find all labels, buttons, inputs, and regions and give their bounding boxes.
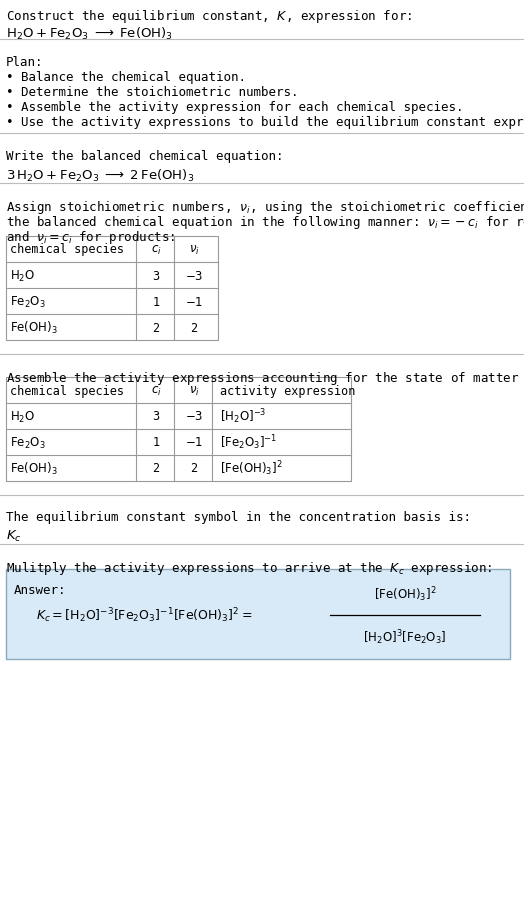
Text: $\mathrm{H_2O}$: $\mathrm{H_2O}$ [10,409,35,424]
Text: $K_c$: $K_c$ [6,529,21,544]
Text: $\mathrm{Fe(OH)_3}$: $\mathrm{Fe(OH)_3}$ [10,319,58,336]
Text: $-1$: $-1$ [185,295,203,308]
Text: chemical species: chemical species [10,244,124,256]
Bar [6,378,351,482]
Text: activity expression: activity expression [220,384,355,397]
Text: • Use the activity expressions to build the equilibrium constant expression.: • Use the activity expressions to build … [6,115,524,129]
Text: $\mathrm{H_2O}$: $\mathrm{H_2O}$ [10,268,35,283]
Text: • Determine the stoichiometric numbers.: • Determine the stoichiometric numbers. [6,86,299,99]
Text: 3: 3 [152,410,160,423]
Text: $[\mathrm{H_2O}]^{-3}$: $[\mathrm{H_2O}]^{-3}$ [220,407,267,426]
Text: 1: 1 [152,436,160,449]
Text: $[\mathrm{Fe(OH)_3}]^2$: $[\mathrm{Fe(OH)_3}]^2$ [374,584,436,603]
Text: Assign stoichiometric numbers, $\nu_i$, using the stoichiometric coefficients, $: Assign stoichiometric numbers, $\nu_i$, … [6,198,524,216]
Text: Mulitply the activity expressions to arrive at the $K_c$ expression:: Mulitply the activity expressions to arr… [6,559,493,576]
Text: • Assemble the activity expression for each chemical species.: • Assemble the activity expression for e… [6,101,464,114]
Text: $\mathrm{Fe(OH)_3}$: $\mathrm{Fe(OH)_3}$ [10,460,58,476]
Bar [6,569,510,659]
Text: 2: 2 [152,321,160,334]
Text: Assemble the activity expressions accounting for the state of matter and $\nu_i$: Assemble the activity expressions accoun… [6,370,524,387]
Text: chemical species: chemical species [10,384,124,397]
Text: $c_i$: $c_i$ [150,244,161,256]
Text: 2: 2 [152,462,160,475]
Text: $-3$: $-3$ [185,410,203,423]
Text: Construct the equilibrium constant, $K$, expression for:: Construct the equilibrium constant, $K$,… [6,8,412,25]
Text: $[\mathrm{H_2O}]^3 [\mathrm{Fe_2O_3}]$: $[\mathrm{H_2O}]^3 [\mathrm{Fe_2O_3}]$ [363,627,447,646]
Text: 1: 1 [152,295,160,308]
Bar [6,236,218,341]
Text: Answer:: Answer: [14,584,67,596]
Text: $-3$: $-3$ [185,269,203,282]
Text: The equilibrium constant symbol in the concentration basis is:: The equilibrium constant symbol in the c… [6,511,471,523]
Text: $\mathrm{Fe_2O_3}$: $\mathrm{Fe_2O_3}$ [10,435,46,450]
Text: $\mathrm{Fe_2O_3}$: $\mathrm{Fe_2O_3}$ [10,294,46,309]
Text: $\nu_i$: $\nu_i$ [189,384,200,397]
Text: 3: 3 [152,269,160,282]
Text: $[\mathrm{Fe_2O_3}]^{-1}$: $[\mathrm{Fe_2O_3}]^{-1}$ [220,433,277,452]
Text: Plan:: Plan: [6,56,43,69]
Text: $K_c = [\mathrm{H_2O}]^{-3} [\mathrm{Fe_2O_3}]^{-1} [\mathrm{Fe(OH)_3}]^{2} = $: $K_c = [\mathrm{H_2O}]^{-3} [\mathrm{Fe_… [36,606,253,625]
Text: $c_i$: $c_i$ [150,384,161,397]
Text: $\mathrm{3\,H_2O + Fe_2O_3 \;\longrightarrow\; 2\,Fe(OH)_3}$: $\mathrm{3\,H_2O + Fe_2O_3 \;\longrighta… [6,168,194,184]
Text: $\nu_i$: $\nu_i$ [189,244,200,256]
Text: $[\mathrm{Fe(OH)_3}]^{2}$: $[\mathrm{Fe(OH)_3}]^{2}$ [220,459,282,478]
Text: the balanced chemical equation in the following manner: $\nu_i = -c_i$ for react: the balanced chemical equation in the fo… [6,214,524,231]
Text: Write the balanced chemical equation:: Write the balanced chemical equation: [6,150,283,163]
Text: and $\nu_i = c_i$ for products:: and $\nu_i = c_i$ for products: [6,229,175,245]
Text: $\mathrm{H_2O + Fe_2O_3 \;\longrightarrow\; Fe(OH)_3}$: $\mathrm{H_2O + Fe_2O_3 \;\longrightarro… [6,26,173,42]
Text: $-1$: $-1$ [185,436,203,449]
Text: • Balance the chemical equation.: • Balance the chemical equation. [6,71,246,84]
Text: 2: 2 [190,321,198,334]
Text: 2: 2 [190,462,198,475]
